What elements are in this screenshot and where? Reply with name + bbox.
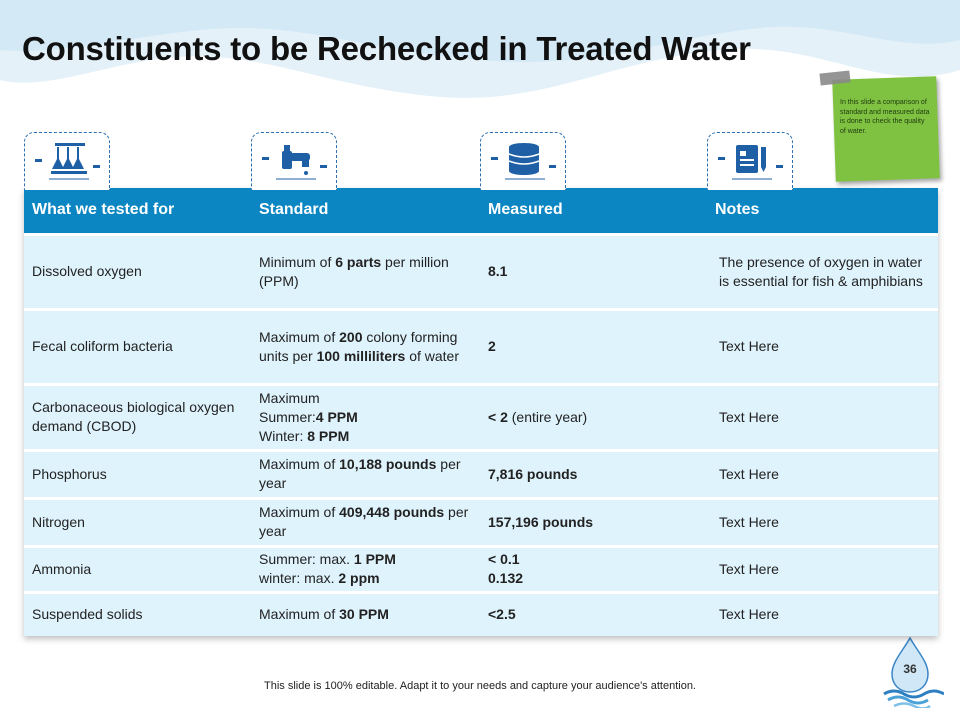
cell-notes: Text Here	[707, 496, 938, 546]
text-fragment: Maximum of	[259, 328, 340, 345]
water-drop-logo	[883, 636, 944, 708]
table-header-row: What we tested for Standard Measured Not…	[24, 188, 938, 234]
text-fragment: per year	[259, 504, 469, 539]
cell-tested: Carbonaceous biological oxygen demand (C…	[24, 382, 251, 450]
cell-measured: < 2 (entire year)	[480, 382, 707, 450]
table-row: Fecal coliform bacteria Maximum of 200 co…	[24, 307, 938, 384]
table-row: Ammonia Summer: max. 1 PPM winter: max. 2 …	[24, 544, 938, 592]
emphasis-text: 200	[339, 328, 363, 345]
icon-box-standard	[251, 132, 337, 190]
cell-standard: Summer: max. 1 PPM winter: max. 2 ppm	[251, 544, 480, 592]
cell-tested: Ammonia	[24, 544, 251, 592]
table-row: Dissolved oxygen Minimum of 6 parts per m…	[24, 232, 938, 309]
emphasis-text: 157,196 pounds	[488, 513, 594, 530]
text-fragment: Winter:	[259, 427, 308, 444]
emphasis-text: < 2	[488, 408, 508, 425]
column-header-tested: What we tested for	[24, 188, 251, 234]
emphasis-text: 2	[488, 338, 496, 354]
icon-box-tested	[24, 132, 110, 190]
cell-notes: The presence of oxygen in water is essen…	[707, 232, 938, 309]
cell-measured: 157,196 pounds	[480, 496, 707, 546]
cell-notes: Text Here	[707, 307, 938, 384]
icon-box-notes	[707, 132, 793, 190]
text-fragment: of water	[405, 347, 460, 364]
cell-standard: Maximum of 200 colony forming units per …	[251, 307, 480, 384]
column-header-standard: Standard	[251, 188, 480, 234]
cell-measured: < 0.1 0.132	[480, 544, 707, 592]
emphasis-text: 30 PPM	[339, 606, 389, 623]
text-fragment: per million (PPM)	[259, 253, 449, 289]
cell-measured: <2.5	[480, 590, 707, 636]
text-fragment: colony forming units per	[259, 328, 458, 364]
emphasis-text: 10,188 pounds	[339, 456, 437, 472]
page-number: 36	[903, 662, 917, 676]
table-row: Phosphorus Maximum of 10,188 pounds per y…	[24, 448, 938, 498]
emphasis-text: <2.5	[488, 606, 516, 623]
cell-measured: 2	[480, 307, 707, 384]
emphasis-text: < 0.1	[488, 551, 520, 567]
text-fragment: Summer: max.	[259, 551, 354, 567]
cell-notes: Text Here	[707, 382, 938, 450]
table-row: Carbonaceous biological oxygen demand (C…	[24, 382, 938, 450]
background-wave	[0, 0, 960, 98]
emphasis-text: 409,448 pounds	[339, 504, 445, 520]
emphasis-text: 8.1	[488, 263, 508, 279]
cell-notes: Text Here	[707, 448, 938, 498]
emphasis-text: 0.132	[488, 570, 524, 586]
cell-tested: Fecal coliform bacteria	[24, 307, 251, 384]
lab-flasks-icon	[35, 143, 100, 180]
cell-notes: Text Here	[707, 544, 938, 592]
document-pen-icon	[718, 145, 783, 180]
text-fragment: winter: max.	[259, 570, 339, 586]
cell-tested: Nitrogen	[24, 496, 251, 546]
column-header-measured: Measured	[480, 188, 707, 234]
column-header-notes: Notes	[707, 188, 938, 234]
cell-tested: Suspended solids	[24, 590, 251, 636]
cell-standard: Maximum of 30 PPM	[251, 590, 480, 636]
text-fragment: (entire year)	[507, 408, 588, 425]
emphasis-text: 4 PPM	[315, 408, 358, 425]
page-title: Constituents to be Rechecked in Treated …	[22, 30, 751, 67]
emphasis-text: 1 PPM	[353, 551, 396, 567]
emphasis-text: 2 ppm	[338, 570, 380, 586]
cell-standard: Maximum of 409,448 pounds per year	[251, 496, 480, 546]
emphasis-text: 100 milliliters	[316, 347, 406, 364]
icon-box-measured	[480, 132, 566, 190]
water-tap-icon	[262, 145, 327, 180]
footer-text: This slide is 100% editable. Adapt it to…	[264, 680, 696, 692]
text-fragment: Maximum	[259, 389, 320, 406]
emphasis-text: 7,816 pounds	[488, 465, 578, 482]
sticky-note-text: In this slide a comparison of standard a…	[840, 99, 930, 135]
cell-standard: Maximum of 10,188 pounds per year	[251, 448, 480, 498]
cell-standard: Maximum Summer:4 PPM Winter: 8 PPM	[251, 382, 480, 450]
emphasis-text: 6 parts	[335, 253, 382, 270]
emphasis-text: 8 PPM	[307, 427, 350, 444]
cell-tested: Phosphorus	[24, 448, 251, 498]
table-row: Nitrogen Maximum of 409,448 pounds per ye…	[24, 496, 938, 546]
comparison-table: What we tested for Standard Measured Not…	[24, 188, 938, 636]
cell-notes: Text Here	[707, 590, 938, 636]
table-row: Suspended solids Maximum of 30 PPM <2.5 Tex…	[24, 590, 938, 636]
text-fragment: Minimum of	[259, 253, 336, 270]
text-fragment: per year	[259, 456, 461, 491]
text-fragment: Summer:	[259, 408, 316, 425]
text-fragment: Maximum of	[259, 504, 340, 520]
database-icon	[491, 143, 556, 180]
cell-standard: Minimum of 6 parts per million (PPM)	[251, 232, 480, 309]
cell-measured: 8.1	[480, 232, 707, 309]
text-fragment: Maximum of	[259, 606, 340, 623]
cell-tested: Dissolved oxygen	[24, 232, 251, 309]
text-fragment: Maximum of	[259, 456, 340, 472]
sticky-note: In this slide a comparison of standard a…	[819, 70, 940, 182]
cell-measured: 7,816 pounds	[480, 448, 707, 498]
